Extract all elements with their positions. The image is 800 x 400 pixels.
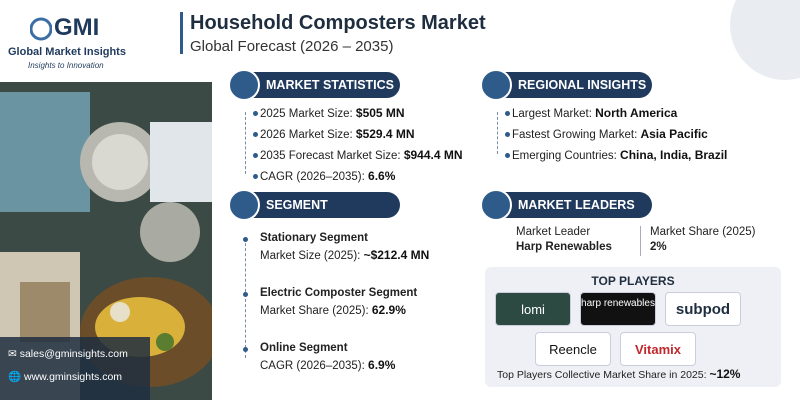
title: Household Composters Market xyxy=(190,12,486,34)
stat-value: China, India, Brazil xyxy=(620,148,728,162)
stat-label: 2026 Market Size: xyxy=(260,129,353,141)
stat-item: 2026 Market Size: $529.4 MN xyxy=(260,127,415,141)
timeline xyxy=(497,112,498,154)
note-value: ~12% xyxy=(709,367,741,381)
stat-item: 2025 Market Size: $505 MN xyxy=(260,106,405,120)
website-text: www.gminsights.com xyxy=(24,371,123,383)
stat-label: Largest Market: xyxy=(512,108,592,120)
share-value: 2% xyxy=(650,241,667,253)
stat-label: Fastest Growing Market: xyxy=(512,129,638,141)
logo-area xyxy=(0,0,212,82)
stat-value: North America xyxy=(595,106,678,120)
tagline: Insights to Innovation xyxy=(28,61,104,70)
stat-label: 2025 Market Size: xyxy=(260,108,353,120)
note-label: Top Players Collective Market Share in 2… xyxy=(497,369,707,381)
stat-value: $944.4 MN xyxy=(403,148,463,162)
segment-name: Online Segment xyxy=(260,342,348,354)
top-players-panel xyxy=(485,267,781,387)
title-bar xyxy=(180,12,183,54)
icon xyxy=(480,189,512,221)
stat-item: Fastest Growing Market: Asia Pacific xyxy=(512,127,708,141)
stat-value: $505 MN xyxy=(355,106,405,120)
stat-value: 6.6% xyxy=(368,169,396,183)
stat-label: CAGR (2026–2035): xyxy=(260,171,365,183)
section-heading: SEGMENT STATISTICS xyxy=(228,189,400,238)
bullet xyxy=(253,153,258,158)
bullet xyxy=(253,174,258,179)
stat-value: 6.9% xyxy=(368,358,396,372)
panel-heading: TOP PLAYERS xyxy=(591,274,675,288)
bullet xyxy=(243,237,248,242)
logo-text: GMI xyxy=(54,14,100,41)
timeline xyxy=(245,238,246,358)
email: ✉ sales@gminsights.com xyxy=(8,348,128,360)
photo xyxy=(0,82,212,400)
stat-value: 62.9% xyxy=(371,303,406,317)
subtitle: Global Forecast (2026 – 2035) xyxy=(190,38,394,55)
timeline xyxy=(245,112,246,174)
bullet xyxy=(505,132,510,137)
stat-label: Market Share (2025): xyxy=(260,305,369,317)
leader-label: Market Leader xyxy=(516,226,591,238)
player-logo: harp renewables xyxy=(580,292,656,326)
player-logo: subpod xyxy=(665,292,741,326)
company-name: Global Market Insights xyxy=(8,46,126,58)
bullet xyxy=(253,111,258,116)
stat-label: Market Size (2025): xyxy=(260,250,361,262)
segment-stat: Market Size (2025): ~$212.4 MN xyxy=(260,248,429,262)
heading-text: SEGMENT STATISTICS xyxy=(266,198,338,238)
bullet xyxy=(243,292,248,297)
stat-label: Emerging Countries: xyxy=(512,150,617,162)
segment-name: Stationary Segment xyxy=(260,232,368,244)
email-text: sales@gminsights.com xyxy=(19,348,128,360)
bullet xyxy=(505,111,510,116)
divider xyxy=(640,226,641,256)
player-logo: Vitamix xyxy=(620,332,696,366)
stat-value: $529.4 MN xyxy=(355,127,415,141)
bullet xyxy=(505,153,510,158)
stat-value: Asia Pacific xyxy=(640,127,708,141)
stat-label: 2035 Forecast Market Size: xyxy=(260,150,401,162)
segment-stat: CAGR (2026–2035): 6.9% xyxy=(260,358,395,372)
heading-text: REGIONAL INSIGHTS xyxy=(518,78,647,92)
leader-name: Harp Renewables xyxy=(516,241,612,253)
section-heading: REGIONAL INSIGHTS xyxy=(480,69,652,101)
share-label: Market Share (2025) xyxy=(650,226,756,238)
player-logo: lomi xyxy=(495,292,571,326)
icon xyxy=(228,69,260,101)
section-heading: MARKET LEADERS xyxy=(480,189,652,221)
bullet xyxy=(243,347,248,352)
heading-text: MARKET LEADERS xyxy=(518,198,635,212)
stat-label: CAGR (2026–2035): xyxy=(260,360,365,372)
segment-stat: Market Share (2025): 62.9% xyxy=(260,303,406,317)
stat-item: Largest Market: North America xyxy=(512,106,677,120)
players-note: Top Players Collective Market Share in 2… xyxy=(497,367,740,381)
heading-text: MARKET STATISTICS xyxy=(266,78,395,92)
icon xyxy=(480,69,512,101)
stat-item: 2035 Forecast Market Size: $944.4 MN xyxy=(260,148,463,162)
player-logo: Reencle xyxy=(535,332,611,366)
stat-item: CAGR (2026–2035): 6.6% xyxy=(260,169,395,183)
bullet xyxy=(253,132,258,137)
logo-icon xyxy=(30,17,52,41)
website: 🌐 www.gminsights.com xyxy=(8,371,123,383)
segment-name: Electric Composter Segment xyxy=(260,287,418,299)
stat-value: ~$212.4 MN xyxy=(363,248,430,262)
stat-item: Emerging Countries: China, India, Brazil xyxy=(512,148,727,162)
icon xyxy=(228,189,260,221)
decor-circle xyxy=(730,0,800,80)
section-heading: MARKET STATISTICS xyxy=(228,69,400,101)
